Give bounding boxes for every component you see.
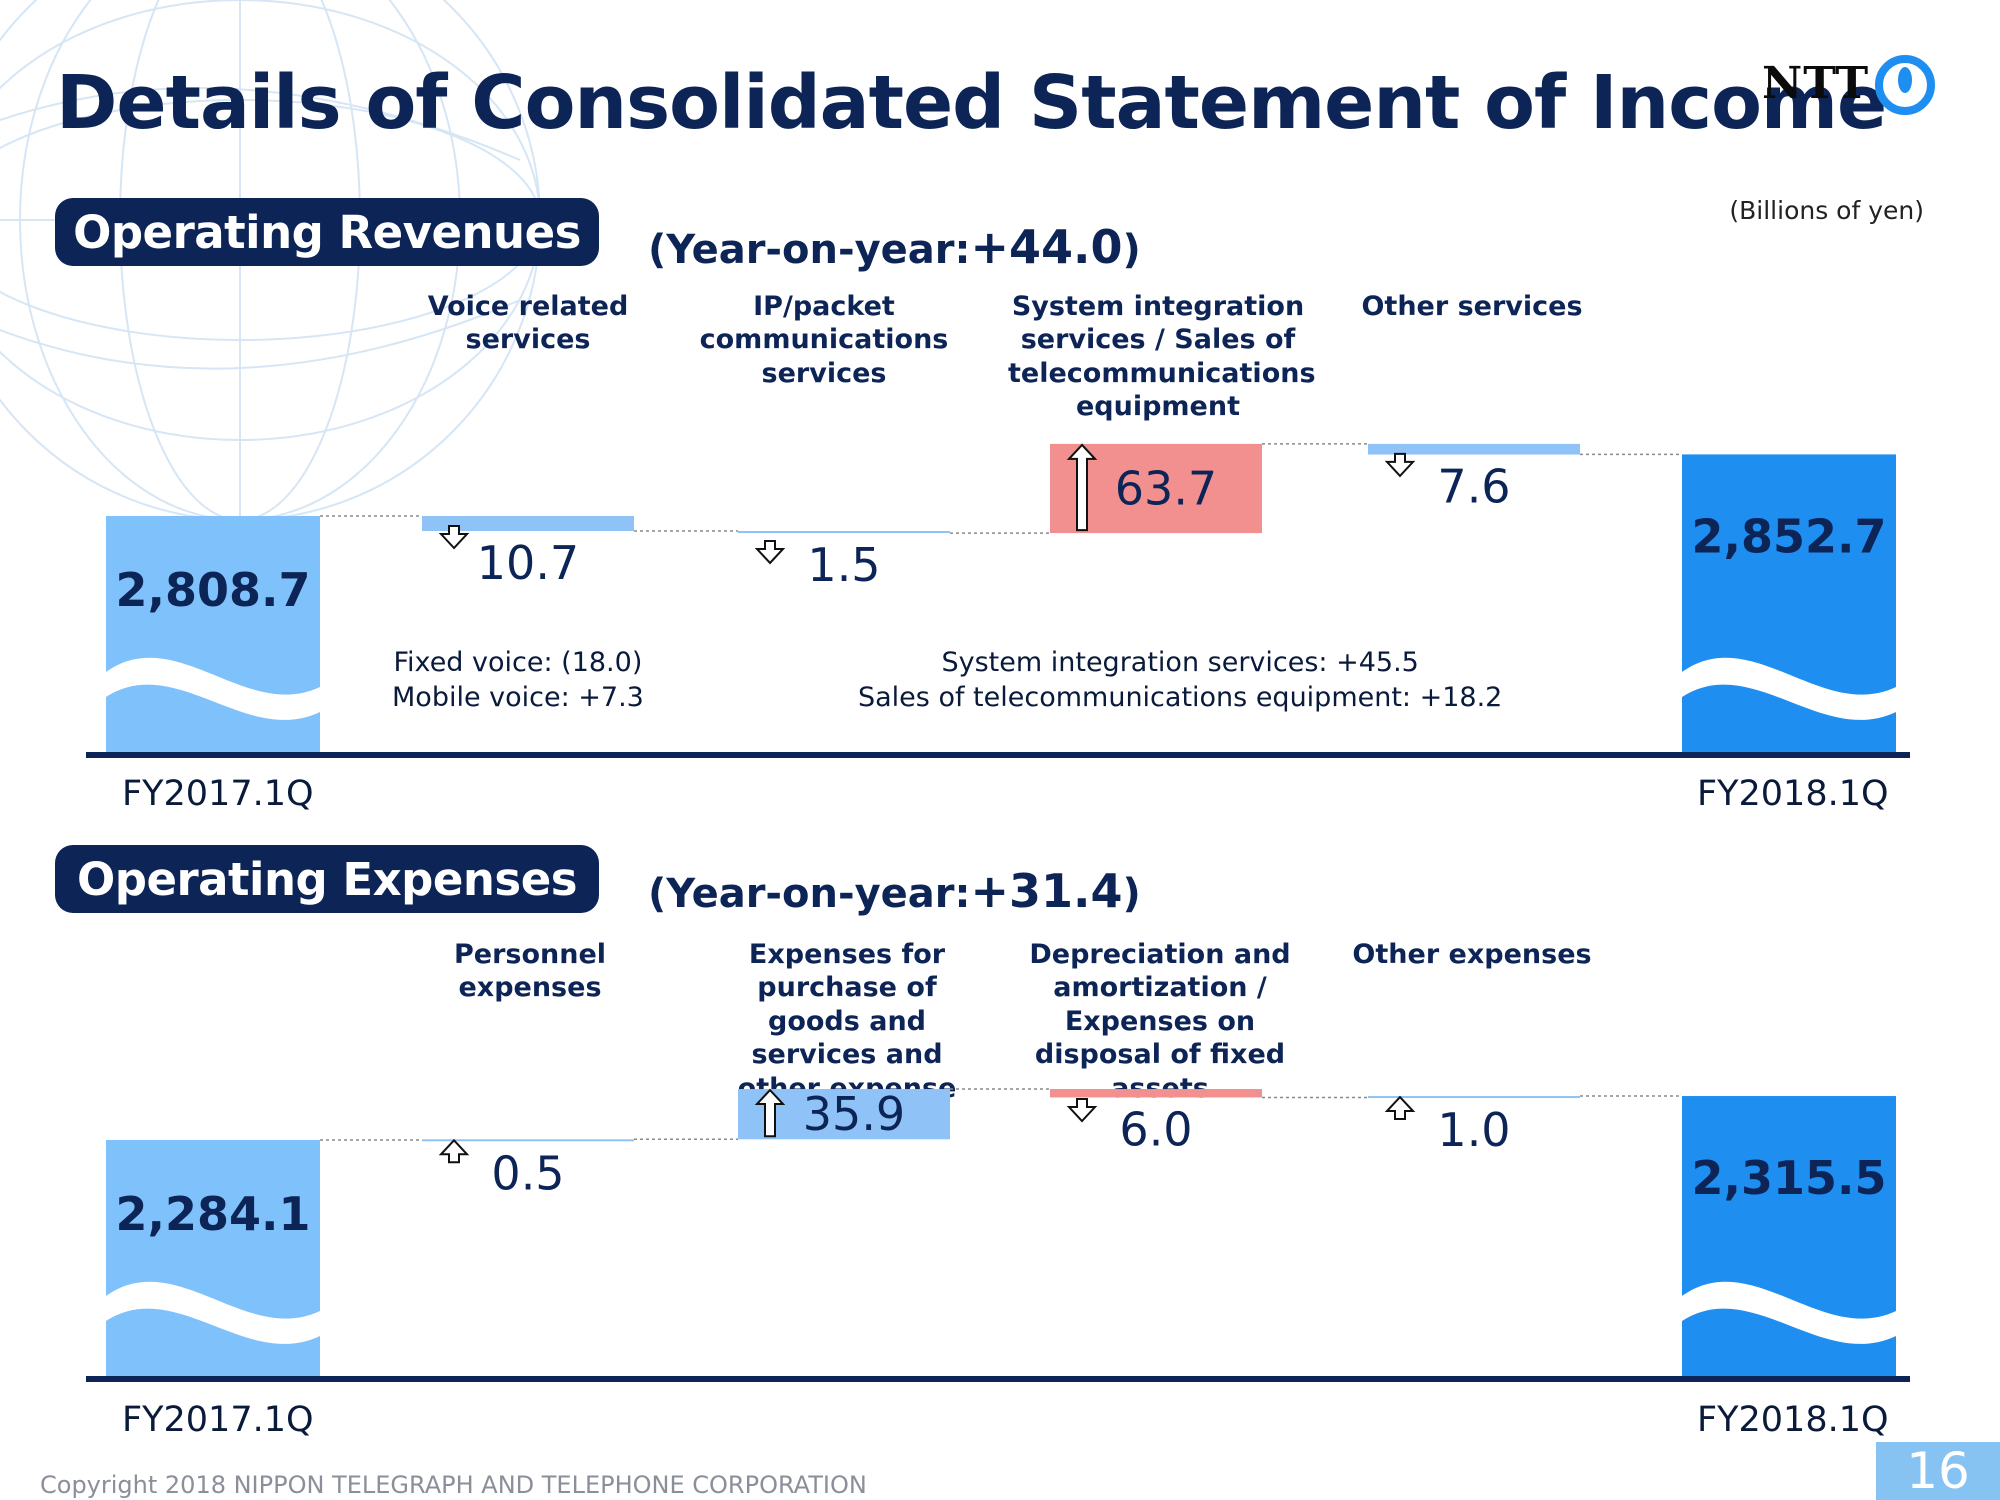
revenues-x-label-start: FY2017.1Q — [122, 774, 314, 814]
revenues-waterfall-chart: 2,808.7 10.7 1.5 63.7 7.6 2,852.7 — [86, 443, 1910, 758]
arrow-up-icon — [754, 1088, 786, 1138]
note-sales-equipment: Sales of telecommunications equipment: +… — [858, 681, 1503, 713]
bar-start-wave — [106, 657, 320, 720]
category-label-other-services: Other services — [1361, 291, 1583, 322]
arrow-up-icon — [1066, 443, 1098, 532]
category-label-personnel: Personnel expenses — [453, 939, 607, 1004]
bar-start-value-label: 2,284.1 — [116, 1187, 311, 1241]
bar-step-1-value-label: 0.5 — [491, 1146, 564, 1200]
bar-end-wave — [1682, 657, 1896, 720]
ntt-logo: NTT — [1762, 54, 1952, 124]
revenues-yoy: (Year-on-year:+44.0) — [648, 220, 1141, 274]
category-label-system-integration: System integration services / Sales of t… — [1008, 291, 1316, 423]
bar-step-3 — [1050, 1089, 1262, 1098]
revenues-x-label-end: FY2018.1Q — [1697, 774, 1889, 814]
expenses-section-label: Operating Expenses — [55, 845, 599, 913]
page-title: Details of Consolidated Statement of Inc… — [56, 60, 1887, 146]
logo-text: NTT — [1762, 58, 1870, 109]
revenues-notes-system: System integration services: +45.5 Sales… — [858, 646, 1502, 715]
unit-label: (Billions of yen) — [1729, 196, 1924, 225]
bar-start-value-label: 2,808.7 — [116, 563, 311, 617]
expenses-x-label-start: FY2017.1Q — [122, 1400, 314, 1440]
bar-step-4-value-label: 1.0 — [1437, 1103, 1510, 1157]
expenses-yoy-prefix: (Year-on-year: — [648, 871, 971, 917]
category-label-ip-packet: IP/packet communications services — [699, 291, 949, 389]
arrow-up-icon — [1384, 1095, 1416, 1121]
bar-step-3-value-label: 63.7 — [1115, 461, 1217, 515]
expenses-yoy-suffix: ) — [1122, 871, 1141, 917]
bar-end-value-label: 2,852.7 — [1692, 509, 1887, 563]
expenses-yoy: (Year-on-year:+31.4) — [648, 864, 1141, 918]
bar-step-2-value-label: 1.5 — [807, 538, 880, 592]
note-mobile-voice: Mobile voice: +7.3 — [392, 681, 644, 713]
bar-step-4 — [1368, 443, 1580, 455]
revenues-section-label: Operating Revenues — [55, 198, 599, 266]
bar-step-1 — [422, 516, 634, 531]
ntt-logo-icon — [1875, 55, 1935, 115]
arrow-down-icon — [754, 539, 786, 565]
page-number: 16 — [1876, 1442, 2000, 1500]
arrow-down-icon — [1066, 1098, 1098, 1123]
expenses-x-label-end: FY2018.1Q — [1697, 1400, 1889, 1440]
revenues-yoy-prefix: (Year-on-year: — [648, 227, 971, 273]
bar-step-4 — [1368, 1096, 1580, 1099]
bar-step-4-value-label: 7.6 — [1437, 460, 1510, 514]
revenues-yoy-suffix: ) — [1122, 227, 1141, 273]
category-label-voice: Voice related services — [427, 291, 629, 356]
bar-step-1-value-label: 10.7 — [477, 536, 579, 590]
note-fixed-voice: Fixed voice: (18.0) — [393, 647, 643, 678]
category-label-depreciation: Depreciation and amortization / Expenses… — [1029, 939, 1291, 1104]
category-label-purchase-goods: Expenses for purchase of goods and servi… — [737, 939, 957, 1104]
revenues-yoy-value: +44.0 — [970, 220, 1123, 274]
copyright-text: Copyright 2018 NIPPON TELEGRAPH AND TELE… — [40, 1471, 867, 1499]
bar-step-2-value-label: 35.9 — [803, 1087, 905, 1141]
expenses-waterfall-chart: 2,284.1 0.5 35.9 6.0 1.0 2,315.5 — [86, 1087, 1910, 1382]
expenses-yoy-value: +31.4 — [970, 864, 1123, 918]
arrow-up-icon — [438, 1138, 470, 1164]
note-system-integration: System integration services: +45.5 — [941, 647, 1419, 678]
bar-start-wave — [106, 1281, 320, 1344]
revenues-notes-voice: Fixed voice: (18.0) Mobile voice: +7.3 — [392, 646, 644, 715]
arrow-down-icon — [438, 525, 470, 550]
bar-step-1 — [422, 1139, 634, 1142]
bar-step-3-value-label: 6.0 — [1119, 1102, 1192, 1156]
arrow-down-icon — [1384, 452, 1416, 478]
bar-end-wave — [1682, 1281, 1896, 1344]
bar-step-2 — [738, 530, 950, 534]
category-label-other-expenses: Other expenses — [1352, 939, 1592, 970]
bar-end-value-label: 2,315.5 — [1692, 1151, 1887, 1205]
